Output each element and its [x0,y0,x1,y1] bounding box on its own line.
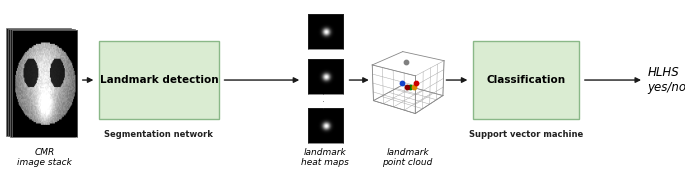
Text: Segmentation network: Segmentation network [105,130,213,139]
Text: Support vector machine: Support vector machine [469,130,583,139]
Text: landmark
heat maps: landmark heat maps [301,148,349,167]
FancyBboxPatch shape [99,41,219,119]
Text: Landmark detection: Landmark detection [99,75,219,85]
FancyBboxPatch shape [8,29,73,136]
FancyBboxPatch shape [5,28,71,136]
Text: Classification: Classification [486,75,566,85]
Text: landmark
point cloud: landmark point cloud [382,148,433,167]
FancyBboxPatch shape [10,29,75,137]
Text: ·  ·  ·: · · · [321,93,330,109]
Text: CMR
image stack: CMR image stack [17,148,72,167]
FancyBboxPatch shape [473,41,579,119]
Text: HLHS
yes/no: HLHS yes/no [647,66,685,94]
